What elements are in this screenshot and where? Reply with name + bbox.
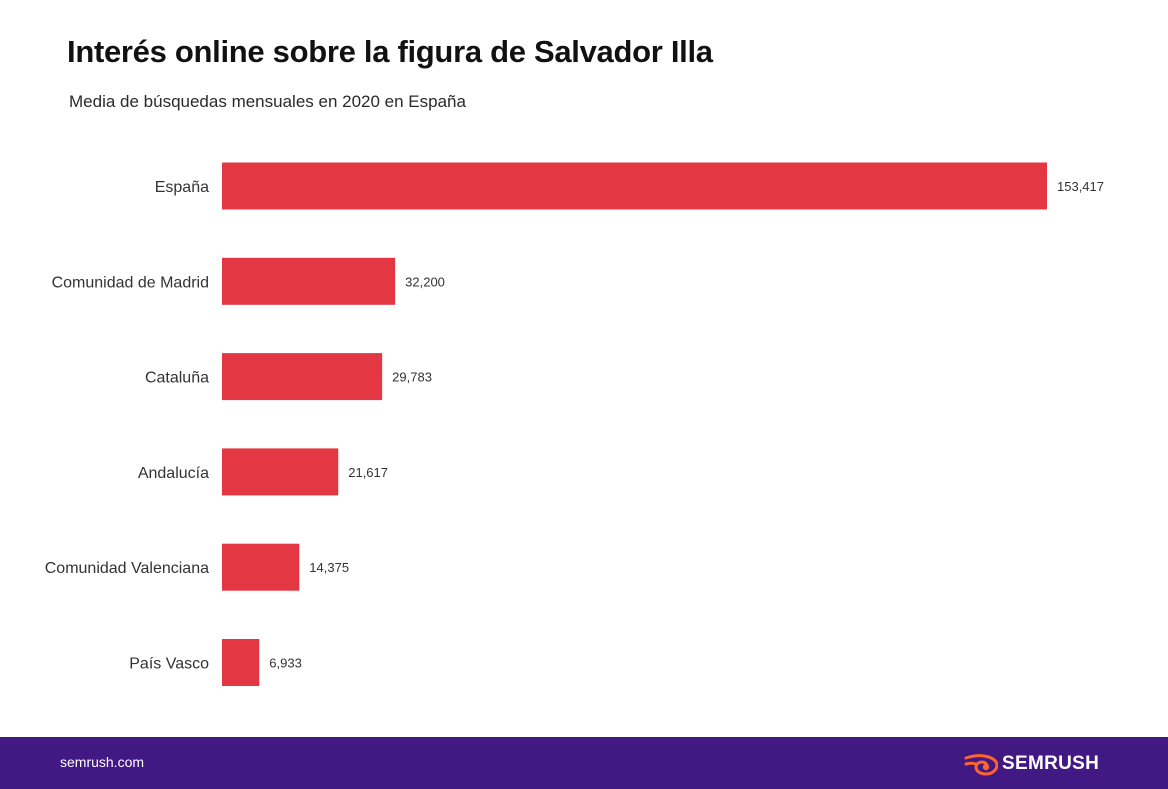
bar <box>222 639 260 686</box>
bar <box>222 162 1047 210</box>
category-label: Comunidad Valenciana <box>45 560 209 577</box>
category-label: País Vasco <box>129 656 209 673</box>
category-label: Cataluña <box>145 370 209 387</box>
bar <box>222 353 383 401</box>
bar-chart: España 153,417 Comunidad de Madrid 32,200 Ca… <box>45 162 1104 686</box>
bar <box>222 257 396 305</box>
category-label: España <box>155 179 209 196</box>
value-label: 32,200 <box>405 274 445 289</box>
brand-name: SEMRUSH <box>1002 753 1100 774</box>
footer-url[interactable]: semrush.com <box>60 754 145 770</box>
semrush-flame-icon <box>964 754 998 776</box>
value-label: 14,375 <box>309 560 349 575</box>
brand-logo: SEMRUSH <box>964 751 1099 777</box>
value-label: 6,933 <box>269 656 302 671</box>
value-label: 29,783 <box>392 370 432 385</box>
chart-title: Interés online sobre la figura de Salvad… <box>67 34 713 69</box>
bar <box>222 543 300 591</box>
value-label: 21,617 <box>348 465 388 480</box>
category-label: Andalucía <box>138 465 209 482</box>
value-label: 153,417 <box>1057 179 1104 194</box>
footer-bar: semrush.com SEMRUSH <box>0 737 1168 789</box>
chart-subtitle: Media de búsquedas mensuales en 2020 en … <box>69 92 466 111</box>
category-label: Comunidad de Madrid <box>52 274 209 291</box>
bar <box>222 448 339 496</box>
